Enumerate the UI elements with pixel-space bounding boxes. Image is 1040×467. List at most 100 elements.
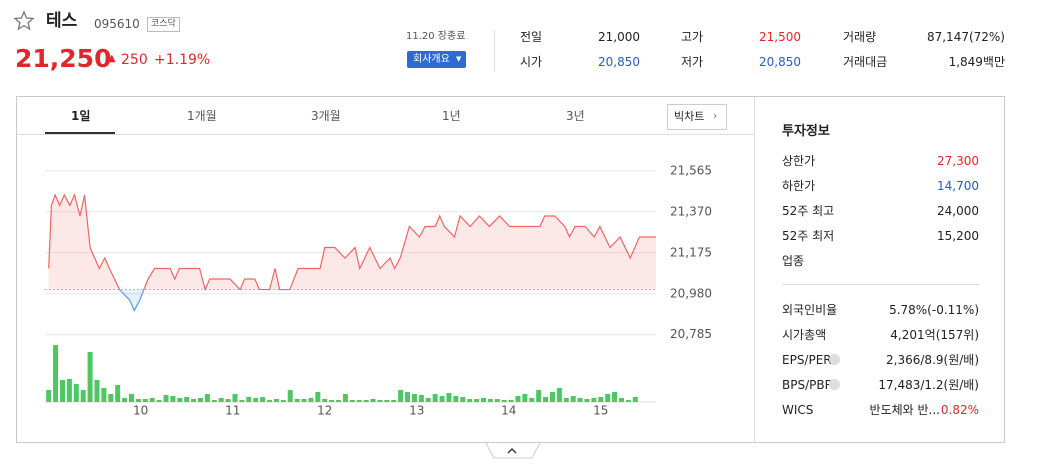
invest-label: 하한가	[782, 179, 816, 193]
volume-bar	[425, 398, 431, 402]
invest-label: 상한가	[782, 154, 816, 168]
help-icon	[829, 354, 840, 365]
panel-divider	[754, 97, 755, 442]
volume-bar	[156, 400, 162, 402]
volume-bar	[308, 398, 314, 402]
volume-bar	[101, 388, 107, 402]
invest-label: WICS	[782, 403, 814, 417]
summary-value: 20,850	[759, 55, 801, 69]
volume-bar	[494, 399, 500, 402]
invest-label: EPS/PER	[782, 353, 832, 367]
volume-bar	[515, 396, 521, 402]
volume-bar	[336, 400, 342, 402]
volume-bar	[204, 394, 210, 402]
price-line	[48, 193, 656, 290]
big-chart-button[interactable]: 빅차트 ›	[667, 104, 727, 130]
volume-bar	[108, 394, 114, 402]
volume-bar	[211, 400, 217, 402]
x-tick-label: 15	[593, 404, 608, 418]
volume-bar	[260, 397, 266, 402]
volume-bar	[135, 399, 141, 402]
volume-bar	[66, 379, 72, 402]
volume-bar	[467, 399, 473, 402]
summary-label: 저가	[681, 55, 704, 69]
volume-bar	[239, 400, 245, 402]
invest-value: 5.78%(-0.11%)	[889, 303, 979, 317]
volume-bar	[453, 396, 459, 402]
summary-label: 거래량	[843, 30, 877, 44]
volume-bar	[273, 399, 279, 402]
stock-name: 테스	[46, 11, 78, 31]
volume-bar	[405, 392, 411, 402]
favorite-star[interactable]	[13, 10, 35, 32]
y-tick-label: 21,565	[670, 163, 712, 177]
market-badge: 코스닥	[147, 17, 180, 32]
tab[interactable]: 1개월	[187, 109, 217, 123]
volume-bar	[128, 394, 134, 402]
volume-bar	[605, 394, 611, 402]
volume-bar	[267, 400, 273, 402]
current-price: 21,250	[15, 44, 112, 73]
volume-bar	[536, 390, 542, 402]
summary-value: 21,500	[759, 30, 801, 44]
volume-bar	[163, 395, 169, 402]
volume-bar	[543, 397, 549, 402]
invest-title: 투자정보	[782, 124, 830, 139]
volume-bar	[418, 395, 424, 402]
volume-bar	[508, 400, 514, 402]
volume-bar	[370, 399, 376, 402]
volume-bar	[598, 397, 604, 402]
chevron: ›	[713, 109, 718, 122]
volume-bar	[411, 394, 417, 402]
volume-bar	[342, 394, 348, 402]
volume-bar	[384, 400, 390, 402]
tab[interactable]: 3년	[566, 109, 585, 123]
volume-bar	[625, 400, 631, 402]
volume-bar	[294, 399, 300, 402]
volume-bar	[191, 399, 197, 402]
volume-bar	[322, 399, 328, 402]
tab[interactable]: 1년	[442, 109, 461, 123]
invest-value: 2,366/8.9(원/배)	[886, 353, 979, 367]
volume-bar	[577, 398, 583, 402]
volume-bar	[529, 398, 535, 402]
summary-label: 시가	[520, 55, 543, 69]
overview-button[interactable]: 회사개요 ▼	[407, 51, 466, 68]
volume-bar	[198, 398, 204, 402]
volume-bar	[563, 398, 569, 402]
dropdown-caret: ▼	[456, 55, 462, 63]
volume-bar	[632, 397, 638, 402]
x-tick-label: 14	[501, 404, 516, 418]
invest-value: 24,000	[937, 204, 979, 218]
volume-bar	[446, 393, 452, 402]
stock-code: 095610	[94, 17, 140, 31]
x-tick-label: 13	[409, 404, 424, 418]
summary-label: 고가	[681, 30, 704, 44]
volume-bar	[480, 398, 486, 402]
volume-bar	[391, 400, 397, 402]
tab[interactable]: 3개월	[311, 109, 341, 123]
overview-label: 회사개요	[413, 54, 450, 65]
invest-value: 17,483/1.2(원/배)	[878, 378, 979, 392]
market-status: 11.20 장종료	[406, 31, 466, 42]
volume-bar	[487, 399, 493, 402]
volume-bar	[94, 380, 100, 402]
tab[interactable]: 1일	[71, 109, 91, 123]
volume-bar	[253, 398, 259, 402]
volume-bar	[612, 392, 618, 402]
volume-bar	[301, 399, 307, 402]
invest-value: 반도체와 반...	[869, 403, 940, 417]
tab-underline	[45, 132, 115, 134]
volume-bar	[142, 399, 148, 402]
area-below	[119, 289, 144, 311]
help-icon	[829, 379, 840, 390]
volume-bar	[474, 399, 480, 402]
volume-bar	[53, 345, 59, 402]
y-tick-label: 20,785	[670, 327, 712, 341]
chart-panel: 1일 1개월 3개월 1년 3년 빅차트 › 투자정보	[16, 96, 1005, 443]
invest-label: 업종	[782, 254, 805, 268]
summary-value: 20,850	[598, 55, 640, 69]
summary-label: 거래대금	[843, 55, 888, 69]
